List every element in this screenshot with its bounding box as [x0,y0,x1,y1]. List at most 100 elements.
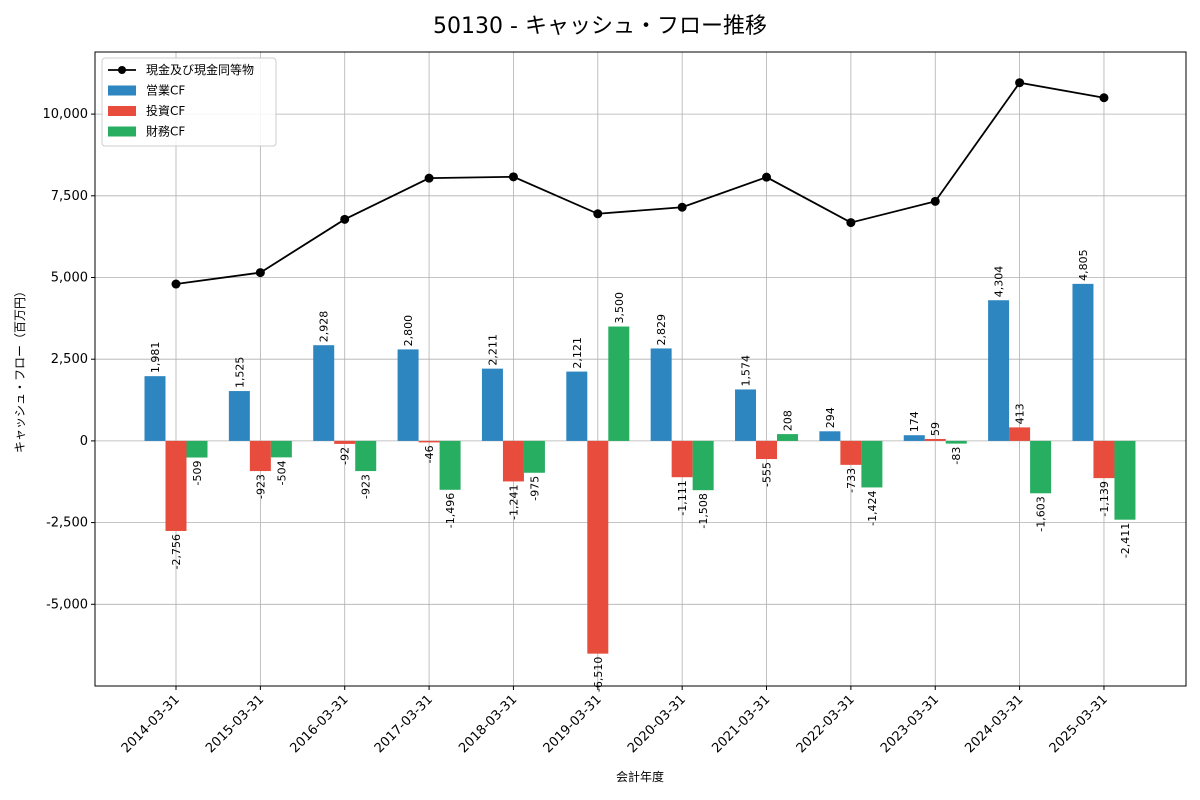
bar-value-label: 4,304 [993,266,1006,298]
x-tick-label: 2018-03-31 [456,692,520,756]
x-tick-label: 2021-03-31 [709,692,773,756]
bar-value-label: 1,981 [149,342,162,374]
bar-投資CF [1093,440,1115,479]
bar-投資CF [418,440,440,443]
legend-entry: 現金及び現金同等物 [146,62,254,77]
bar-投資CF [671,440,693,478]
bar-営業CF [1072,283,1094,441]
bar-value-label: -1,508 [697,493,710,528]
cash-line-point [1099,93,1109,103]
cash-line-point [677,202,687,212]
x-tick-label: 2016-03-31 [288,692,352,756]
cash-line [171,78,1109,289]
bar-value-label: 1,525 [233,357,246,389]
x-ticks: 2014-03-31 2015-03-31 2016-03-31 2017-03-31… [119,686,1111,756]
data-labels: 1,981 1,525 2,928 2,800 2,211 2,121 2,829 1,574… [149,249,1132,692]
legend-box [101,57,277,147]
cash-line-point [340,214,350,224]
bar-財務CF [608,326,630,441]
cash-line-path [175,81,1105,285]
bar-財務CF [355,440,377,472]
bar-財務CF [692,440,714,491]
bar-財務CF [1030,440,1052,494]
bar-value-label: -509 [191,461,204,486]
bar-投資CF [840,440,862,465]
bar-投資CF [249,440,271,472]
y-axis-label: キャッシュ・フロー（百万円） [13,285,27,453]
y-tick-label: 2,500 [51,352,88,367]
bar-営業CF [144,376,166,441]
bar-投資CF [334,440,356,444]
bar-value-label: -2,756 [170,534,183,569]
bar-営業CF [481,368,503,441]
bar-value-label: -923 [254,474,267,499]
bar-value-label: -92 [339,447,352,465]
bar-value-label: -504 [275,460,288,485]
bar-value-label: 59 [929,422,942,436]
bar-value-label: 4,805 [1077,249,1090,281]
legend-bar-swatch [108,85,136,96]
bar-value-label: 2,800 [402,315,415,347]
bar-営業CF [650,348,672,441]
bar-value-label: -1,241 [507,484,520,519]
y-ticks: -5,000 -2,500 0 2,500 5,000 7,500 10,000 [43,107,95,612]
y-tick-label: 0 [80,434,88,449]
bar-value-label: 413 [1014,403,1027,424]
bar-value-label: 294 [824,407,837,428]
cash-line-point [846,218,856,228]
bar-営業CF [988,300,1010,441]
bar-value-label: -555 [761,462,774,487]
y-tick-label: -2,500 [46,516,88,531]
bar-value-label: -1,496 [444,493,457,528]
bar-value-label: 1,574 [740,355,753,387]
bar-value-label: -6,510 [592,657,605,692]
cash-line-point [255,268,265,278]
y-tick-label: 10,000 [43,107,89,122]
x-tick-label: 2025-03-31 [1047,692,1111,756]
grid [95,52,1186,686]
bar-投資CF [165,440,187,531]
cash-line-point [424,173,434,183]
legend-bar-swatch [108,106,136,116]
x-axis-label: 会計年度 [616,769,664,784]
cash-line-point [1015,78,1025,88]
bar-営業CF [903,435,925,441]
bar-投資CF [1009,427,1031,441]
bar-value-label: -1,139 [1098,481,1111,516]
bar-財務CF [523,440,545,473]
y-tick-label: 5,000 [51,270,88,285]
bar-value-label: -1,424 [866,490,879,525]
legend-entry: 投資CF [146,103,185,118]
bar-value-label: -2,411 [1119,523,1132,558]
bar-value-label: 208 [782,410,795,431]
bar-営業CF [735,389,757,441]
bar-value-label: 2,121 [571,337,584,369]
cash-line-point [171,279,181,289]
bar-value-label: -46 [423,445,436,463]
bar-営業CF [228,391,250,441]
bar-value-label: -923 [360,474,373,499]
bar-value-label: -733 [845,468,858,493]
y-tick-label: -5,000 [46,597,88,612]
bar-財務CF [270,440,292,458]
bar-営業CF [397,349,419,441]
legend-bar-swatch [108,126,136,137]
plot-frame [94,51,1187,687]
bar-value-label: 2,211 [486,334,499,366]
legend-entry: 財務CF [146,124,185,139]
bar-value-label: -1,603 [1035,496,1048,531]
bar-営業CF [566,371,588,441]
x-tick-label: 2019-03-31 [541,692,605,756]
bar-value-label: -83 [950,447,963,465]
x-tick-label: 2023-03-31 [878,692,942,756]
bar-営業CF [819,431,841,441]
bar-財務CF [777,434,799,441]
bar-value-label: 2,829 [655,314,668,346]
bar-value-label: 3,500 [613,292,626,324]
bar-投資CF [756,440,778,460]
bar-value-label: -1,111 [676,480,689,515]
bar-投資CF [502,440,524,482]
cash-line-point [930,196,940,206]
bar-投資CF [587,440,609,654]
